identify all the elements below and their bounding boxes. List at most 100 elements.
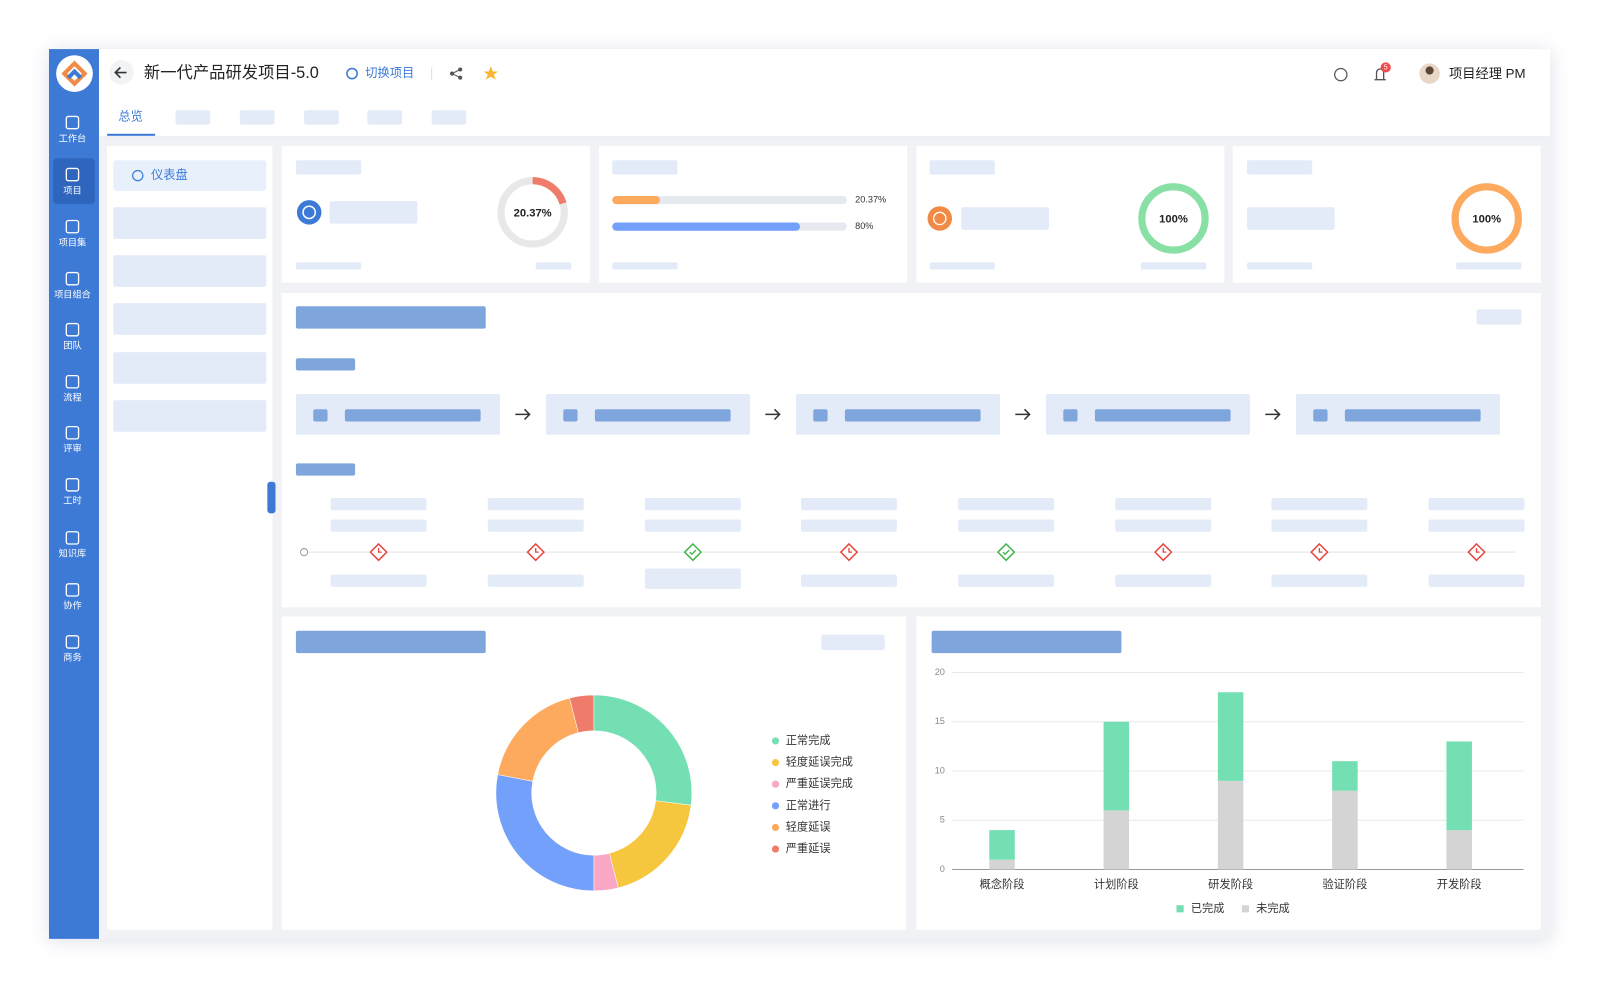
placeholder — [431, 110, 467, 125]
placeholder — [1063, 409, 1078, 422]
placeholder — [644, 519, 741, 532]
placeholder — [1476, 309, 1522, 325]
tab-overview[interactable]: 总览 — [118, 109, 142, 124]
legend-dot — [771, 823, 780, 832]
nav-icon — [65, 478, 80, 492]
placeholder — [644, 498, 741, 511]
legend-label: 已完成 — [1191, 901, 1225, 915]
ring-label: 20.37% — [514, 207, 552, 219]
nav-label[interactable]: 知识库 — [59, 548, 87, 559]
placeholder — [1115, 519, 1212, 532]
placeholder — [961, 207, 1049, 230]
switch-project[interactable]: 切换项目 — [365, 66, 414, 80]
placeholder — [113, 400, 267, 432]
nav-label[interactable]: 评审 — [63, 443, 81, 454]
placeholder — [844, 409, 981, 422]
placeholder — [1140, 262, 1207, 270]
nav-icon — [65, 167, 80, 182]
placeholder — [929, 262, 995, 270]
placeholder — [644, 568, 741, 589]
switch-icon — [346, 67, 358, 80]
star-icon[interactable] — [483, 66, 498, 80]
legend-label: 轻度延误完成 — [786, 755, 853, 769]
placeholder — [1428, 519, 1525, 532]
placeholder — [1246, 262, 1313, 270]
menu-icon — [132, 169, 144, 182]
milestone-panel — [281, 292, 1541, 608]
milestone-mark — [535, 548, 539, 553]
milestone-mark — [377, 548, 382, 553]
nav-label[interactable]: 项目组合 — [54, 288, 91, 299]
header-bar — [98, 49, 1550, 98]
nav-icon — [65, 271, 80, 286]
placeholder — [801, 519, 897, 532]
y-tick-label: 15 — [935, 716, 945, 726]
placeholder — [1271, 574, 1368, 587]
bar-segment — [989, 830, 1015, 860]
nav-label[interactable]: 工作台 — [59, 132, 87, 143]
nav-label[interactable]: 项目集 — [59, 236, 87, 247]
placeholder — [563, 409, 578, 422]
logo-mark — [66, 68, 83, 80]
placeholder — [113, 207, 267, 239]
user-name: 项目经理 PM — [1449, 66, 1526, 81]
y-tick-label: 10 — [935, 765, 945, 775]
x-tick-label: 开发阶段 — [1437, 877, 1482, 891]
nav-label[interactable]: 协作 — [63, 600, 81, 611]
progress-fill — [612, 196, 661, 205]
placeholder — [175, 110, 211, 125]
placeholder — [295, 160, 362, 175]
nav-label[interactable]: 工时 — [63, 495, 81, 506]
nav-icon — [65, 374, 80, 389]
placeholder — [304, 110, 339, 125]
share-icon[interactable] — [450, 67, 463, 80]
legend-dot — [771, 737, 780, 745]
placeholder — [1246, 160, 1313, 175]
bell-icon[interactable] — [1374, 68, 1386, 81]
menu-dashboard[interactable]: 仪表盘 — [151, 167, 188, 182]
placeholder — [801, 574, 897, 587]
placeholder — [295, 630, 486, 654]
milestone-mark — [1318, 548, 1323, 553]
bar-segment — [1446, 830, 1472, 870]
placeholder — [801, 498, 897, 511]
placeholder — [1344, 409, 1481, 422]
placeholder — [330, 519, 427, 532]
x-tick-label: 计划阶段 — [1094, 877, 1139, 891]
placeholder — [612, 262, 678, 270]
progress-track — [612, 196, 847, 205]
placeholder — [958, 574, 1055, 587]
nav-label[interactable]: 商务 — [63, 652, 81, 663]
y-tick-label: 0 — [940, 864, 945, 874]
placeholder — [958, 519, 1055, 532]
nav-label[interactable]: 项目 — [63, 185, 81, 195]
legend-label: 严重延误完成 — [786, 776, 853, 790]
bar-segment — [1103, 721, 1130, 811]
bar-segment — [1332, 761, 1358, 791]
placeholder — [487, 574, 584, 587]
legend-label: 未完成 — [1256, 901, 1290, 915]
menu-active[interactable] — [113, 160, 267, 191]
nav-label[interactable]: 团队 — [63, 339, 81, 350]
placeholder — [313, 409, 328, 422]
ring-label: 100% — [1159, 213, 1188, 225]
bar-segment — [989, 859, 1015, 870]
bar-segment — [1332, 790, 1358, 870]
bar-segment — [1103, 810, 1130, 870]
placeholder — [239, 110, 275, 125]
legend-label: 正常完成 — [786, 733, 831, 747]
nav-label[interactable]: 流程 — [63, 391, 81, 402]
placeholder — [330, 498, 427, 511]
legend-dot — [771, 780, 780, 788]
collapse-handle[interactable] — [267, 481, 276, 514]
placeholder — [1246, 207, 1335, 230]
help-icon[interactable] — [1334, 67, 1348, 82]
placeholder — [1428, 574, 1525, 587]
milestone-icon — [683, 542, 703, 562]
clock-icon — [296, 200, 322, 225]
legend-label: 正常进行 — [786, 799, 831, 812]
flow-arrow — [765, 408, 781, 421]
placeholder — [295, 358, 356, 371]
nav-icon — [65, 583, 80, 597]
